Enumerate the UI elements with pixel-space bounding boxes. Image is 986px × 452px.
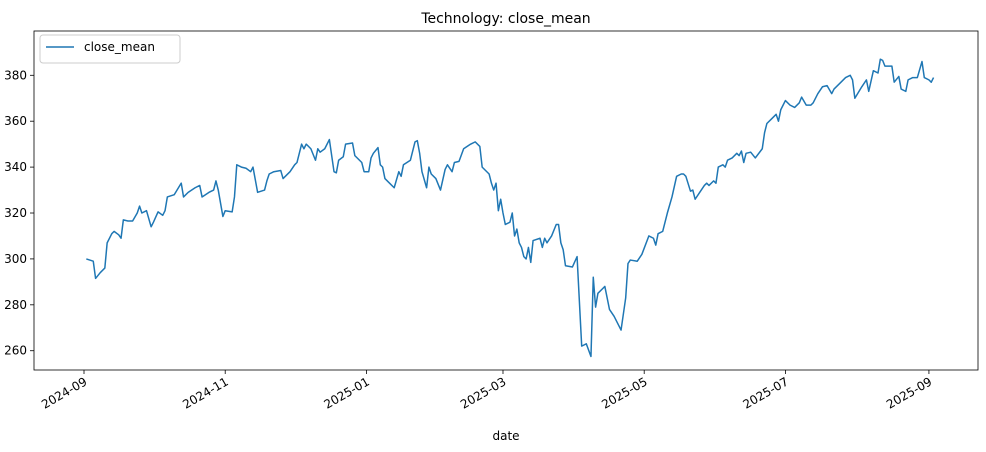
y-tick-label: 260 <box>4 344 27 358</box>
data-line <box>86 58 935 358</box>
x-tick-label: 2025-09 <box>884 374 934 411</box>
plot-frame <box>33 30 979 371</box>
x-tick-label: 2025-05 <box>599 374 649 411</box>
y-tick-label: 360 <box>4 114 27 128</box>
x-tick-label: 2025-07 <box>740 374 790 411</box>
legend-box <box>39 34 181 64</box>
y-tick-label: 340 <box>4 160 27 174</box>
y-tick-label: 320 <box>4 206 27 220</box>
y-tick-label: 380 <box>4 68 27 82</box>
x-tick-label: 2024-11 <box>180 374 230 411</box>
x-tick-label: 2025-03 <box>458 374 508 411</box>
x-tick-label: 2025-01 <box>321 374 371 411</box>
x-axis-label: date <box>492 429 519 443</box>
x-tick-label: 2024-09 <box>39 374 89 411</box>
legend-label: close_mean <box>84 40 155 54</box>
y-tick-label: 280 <box>4 298 27 312</box>
y-tick-label: 300 <box>4 252 27 266</box>
chart-title: Technology: close_mean <box>420 11 590 27</box>
